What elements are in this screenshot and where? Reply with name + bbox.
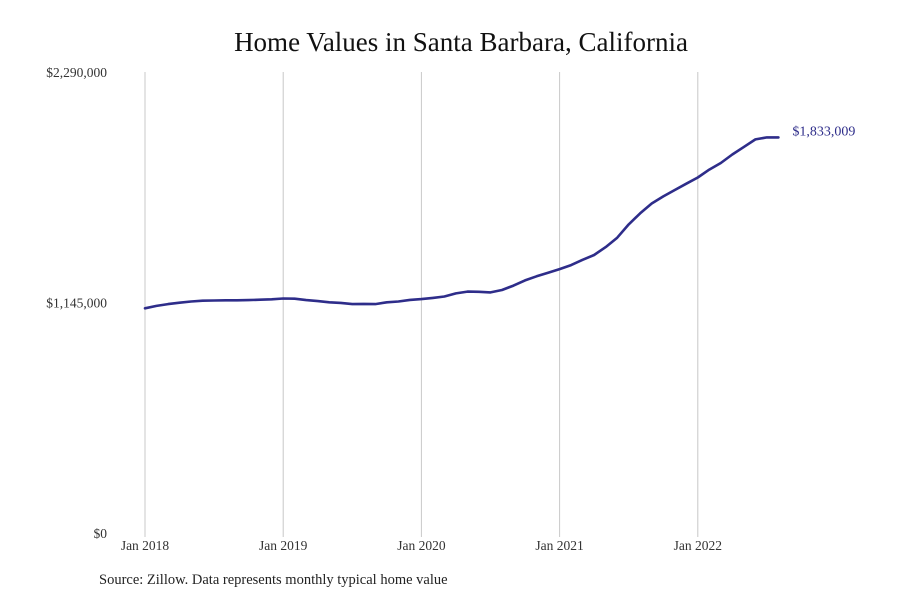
y-tick-label: $1,145,000 [46,296,107,311]
y-tick-label: $2,290,000 [46,65,107,80]
x-tick-label: Jan 2018 [121,538,170,553]
y-axis-ticks: $0 $1,145,000 $2,290,000 [46,65,107,541]
vertical-gridlines [144,72,699,537]
end-value-label: $1,833,009 [792,124,855,139]
x-tick-label: Jan 2020 [397,538,446,553]
x-tick-label: Jan 2022 [674,538,722,553]
x-tick-label: Jan 2021 [535,538,583,553]
y-tick-label: $0 [94,526,108,541]
series-line [143,136,780,310]
source-note: Source: Zillow. Data represents monthly … [99,572,448,588]
x-axis-ticks: Jan 2018 Jan 2019 Jan 2020 Jan 2021 Jan 2022 [121,538,722,553]
x-tick-label: Jan 2019 [259,538,308,553]
chart-title: Home Values in Santa Barbara, California [234,27,688,57]
series-layer: $1,833,009 [143,124,855,310]
